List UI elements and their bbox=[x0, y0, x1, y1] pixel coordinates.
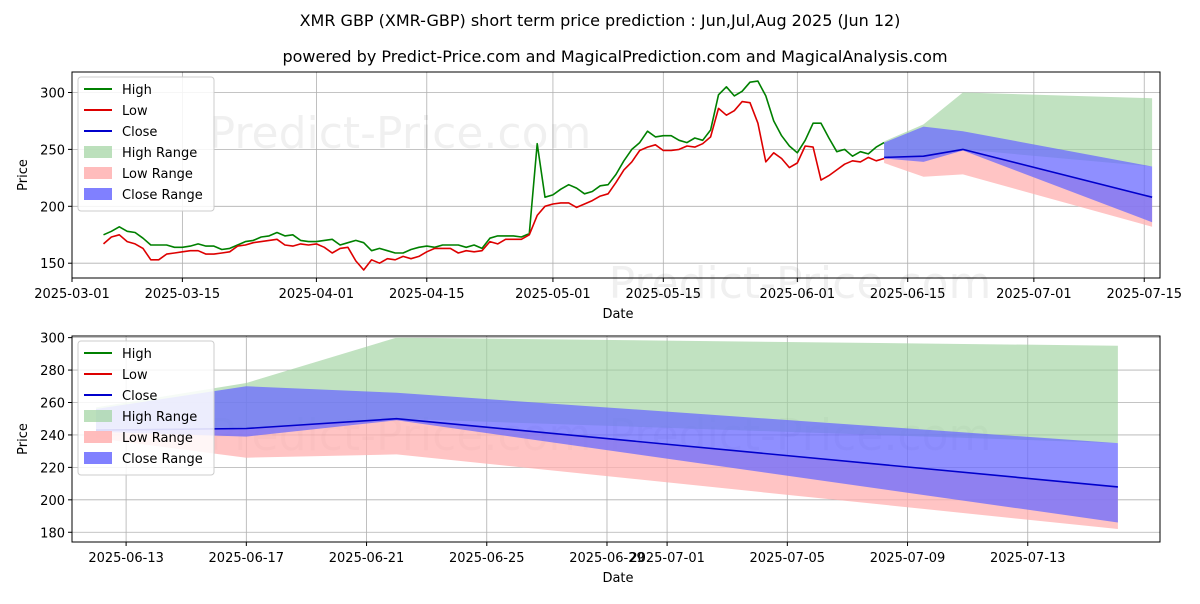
axes-frame bbox=[71, 71, 1161, 279]
chart-title: XMR GBP (XMR-GBP) short term price predi… bbox=[300, 11, 901, 30]
legend-swatch-close-range bbox=[84, 188, 112, 200]
x-tick-label: 2025-06-17 bbox=[209, 551, 285, 566]
low-range-band bbox=[884, 149, 1153, 227]
chart-subtitle: powered by Predict-Price.com and Magical… bbox=[282, 47, 947, 66]
legend-label-close: Close bbox=[122, 389, 157, 404]
y-tick-label: 300 bbox=[40, 86, 65, 101]
x-tick-label: 2025-07-09 bbox=[870, 551, 946, 566]
legend-label-low-range: Low Range bbox=[122, 167, 193, 182]
legend-label-high: High bbox=[122, 83, 152, 98]
y-axis-label: Price bbox=[16, 423, 31, 455]
watermark-text: Predict-Price.com bbox=[209, 108, 592, 159]
x-tick-label: 2025-03-01 bbox=[34, 287, 110, 302]
low-range-band bbox=[96, 418, 1118, 529]
y-tick-label: 180 bbox=[40, 526, 65, 541]
y-tick-label: 200 bbox=[40, 200, 65, 215]
legend-label-close-range: Close Range bbox=[122, 452, 203, 467]
panel-top: Predict-Price.comPredict-Price.com2025-0… bbox=[16, 71, 1182, 322]
x-tick-label: 2025-05-01 bbox=[515, 287, 591, 302]
y-tick-label: 220 bbox=[40, 461, 65, 476]
y-tick-label: 250 bbox=[40, 143, 65, 158]
x-tick-label: 2025-06-13 bbox=[88, 551, 164, 566]
x-tick-label: 2025-07-05 bbox=[750, 551, 826, 566]
x-tick-label: 2025-04-01 bbox=[279, 287, 355, 302]
x-tick-label: 2025-06-15 bbox=[870, 287, 946, 302]
legend-label-low: Low bbox=[122, 104, 148, 119]
x-tick-label: 2025-06-21 bbox=[329, 551, 405, 566]
legend: High Low Close High Range Low Range Close Ran… bbox=[77, 340, 215, 476]
y-axis-label: Price bbox=[16, 159, 31, 191]
watermark-text: Predict-Price.com bbox=[609, 258, 992, 309]
y-tick-label: 240 bbox=[40, 429, 65, 444]
x-tick-label: 2025-07-15 bbox=[1106, 287, 1182, 302]
x-tick-label: 2025-06-01 bbox=[760, 287, 836, 302]
y-tick-label: 300 bbox=[40, 332, 65, 347]
legend-label-close-range: Close Range bbox=[122, 188, 203, 203]
y-tick-label: 280 bbox=[40, 364, 65, 379]
plot-area bbox=[102, 80, 1153, 271]
legend-label-close: Close bbox=[122, 125, 157, 140]
close-series-line bbox=[884, 148, 1153, 198]
plot-area bbox=[95, 337, 1118, 529]
x-tick-label: 2025-03-15 bbox=[145, 287, 221, 302]
x-tick-label: 2025-04-15 bbox=[389, 287, 465, 302]
legend: High Low Close High Range Low Range Close Ran… bbox=[77, 76, 215, 212]
low-series-line bbox=[102, 100, 885, 271]
y-tick-label: 200 bbox=[40, 494, 65, 509]
y-tick-label: 260 bbox=[40, 397, 65, 412]
x-tick-label: 2025-06-29 bbox=[569, 551, 645, 566]
legend-label-low-range: Low Range bbox=[122, 431, 193, 446]
x-axis-label: Date bbox=[602, 307, 633, 322]
legend-swatch-high-range bbox=[84, 146, 112, 158]
high-series-line bbox=[103, 80, 885, 254]
x-axis-label: Date bbox=[602, 571, 633, 586]
panel-bottom: Predict-Price.comPredict-Price.com2025-0… bbox=[16, 332, 1161, 586]
legend-swatch-high-range bbox=[84, 410, 112, 422]
x-tick-label: 2025-07-01 bbox=[996, 287, 1072, 302]
legend-label-high: High bbox=[122, 347, 152, 362]
legend-swatch-low-range bbox=[84, 167, 112, 179]
x-tick-label: 2025-07-13 bbox=[990, 551, 1066, 566]
legend-label-high-range: High Range bbox=[122, 410, 197, 425]
legend-label-low: Low bbox=[122, 368, 148, 383]
x-tick-label: 2025-07-01 bbox=[629, 551, 705, 566]
axes-frame bbox=[71, 335, 1161, 543]
x-tick-label: 2025-06-25 bbox=[449, 551, 525, 566]
close-range-band bbox=[96, 386, 1118, 523]
y-tick-label: 150 bbox=[40, 257, 65, 272]
close-range-band bbox=[884, 126, 1153, 223]
legend-swatch-close-range bbox=[84, 452, 112, 464]
x-tick-label: 2025-05-15 bbox=[626, 287, 702, 302]
legend-swatch-low-range bbox=[84, 431, 112, 443]
legend-label-high-range: High Range bbox=[122, 146, 197, 161]
